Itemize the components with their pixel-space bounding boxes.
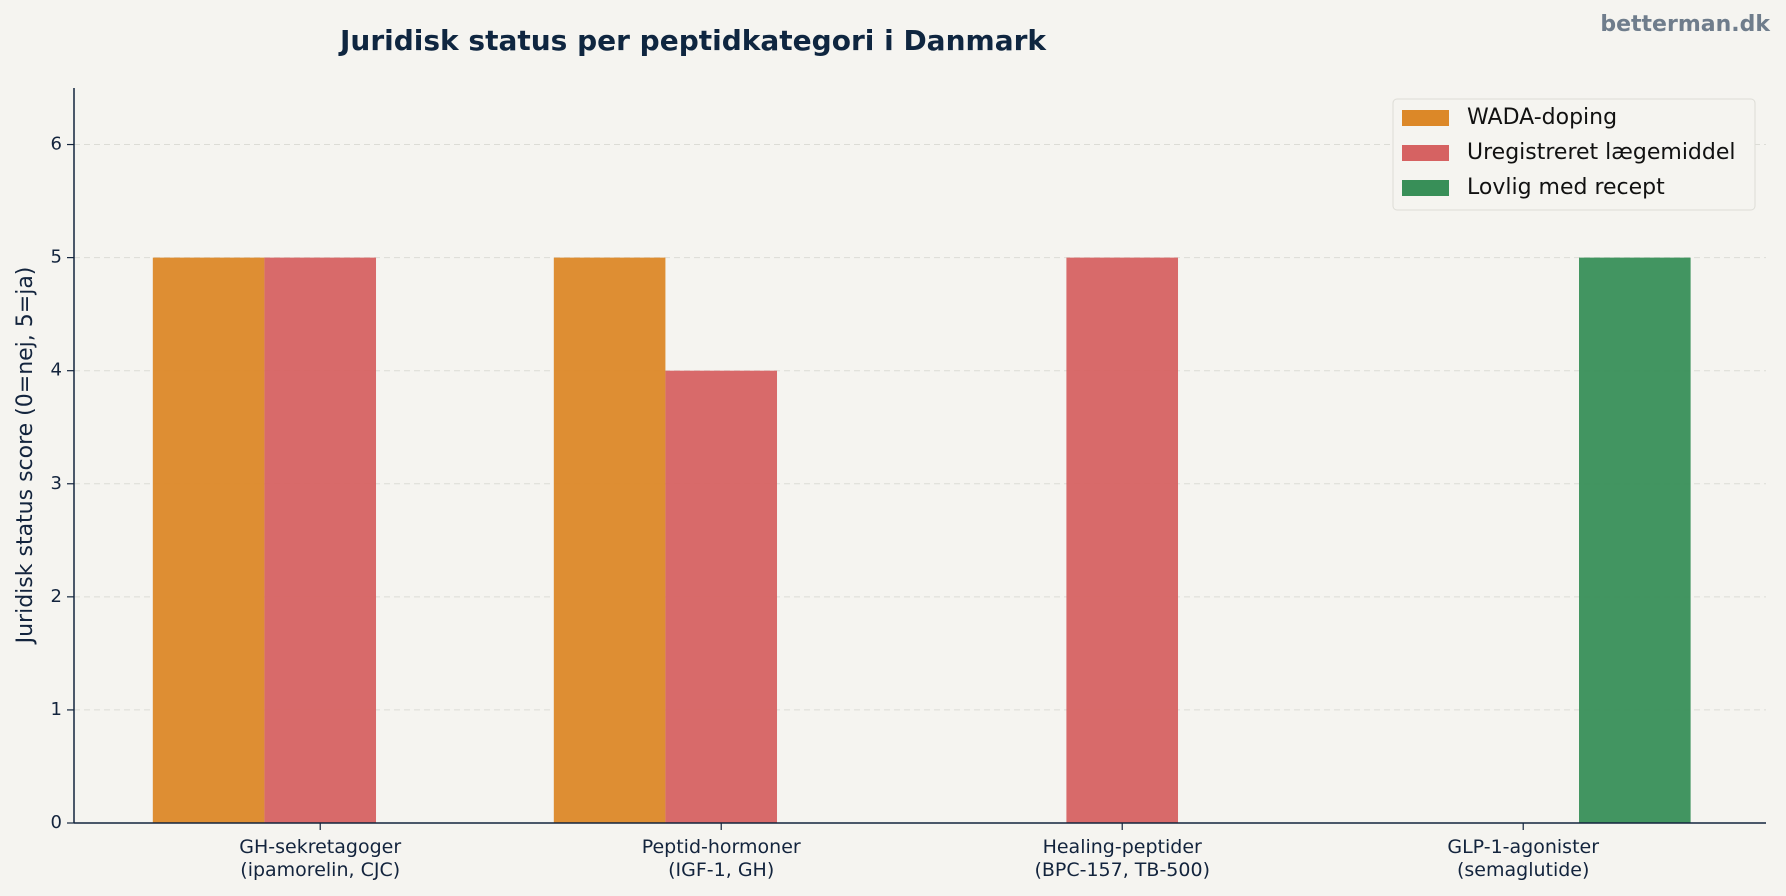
legend-label: Uregistreret lægemiddel <box>1467 140 1736 165</box>
watermark: betterman.dk <box>1600 12 1771 37</box>
y-tick-label: 1 <box>51 699 62 720</box>
x-tick-label: GH-sekretagoger (ipamorelin, CJC) <box>239 836 401 881</box>
bar <box>264 257 377 824</box>
legend-swatch <box>1402 110 1449 126</box>
legend-swatch <box>1402 145 1449 161</box>
y-tick-label: 0 <box>51 812 62 833</box>
legend-box <box>1392 98 1756 211</box>
x-tick-label-line: Healing-peptider <box>1043 836 1202 858</box>
x-tick-label-line: GH-sekretagoger <box>239 836 401 858</box>
bar <box>553 257 666 824</box>
x-tick-label: GLP-1-agonister (semaglutide) <box>1447 836 1599 881</box>
y-tick-label: 2 <box>51 586 62 607</box>
bar <box>665 370 778 823</box>
x-tick-label-line: Peptid-hormoner <box>642 836 801 858</box>
legend-label: WADA-doping <box>1467 105 1617 130</box>
bar <box>1066 257 1179 824</box>
x-tick-label-line: GLP-1-agonister <box>1447 836 1599 858</box>
legend-swatch <box>1402 180 1449 196</box>
y-axis-label: Juridisk status score (0=nej, 5=ja) <box>13 267 38 646</box>
chart-title: Juridisk status per peptidkategori i Dan… <box>338 24 1047 57</box>
x-tick-label-line: (semaglutide) <box>1457 859 1589 881</box>
x-tick-label: Peptid-hormoner (IGF-1, GH) <box>642 836 801 881</box>
legend-label: Lovlig med recept <box>1467 175 1665 200</box>
y-tick-label: 6 <box>51 134 62 155</box>
y-tick-label: 5 <box>51 247 62 268</box>
x-tick-label-line: (BPC-157, TB-500) <box>1034 859 1210 881</box>
x-tick-label: Healing-peptider (BPC-157, TB-500) <box>1034 836 1210 881</box>
bar <box>152 257 265 824</box>
y-tick-label: 4 <box>51 360 62 381</box>
x-tick-label-line: (ipamorelin, CJC) <box>240 859 400 881</box>
y-tick-label: 3 <box>51 473 62 494</box>
x-tick-label-line: (IGF-1, GH) <box>668 859 774 881</box>
bar <box>1579 257 1691 824</box>
